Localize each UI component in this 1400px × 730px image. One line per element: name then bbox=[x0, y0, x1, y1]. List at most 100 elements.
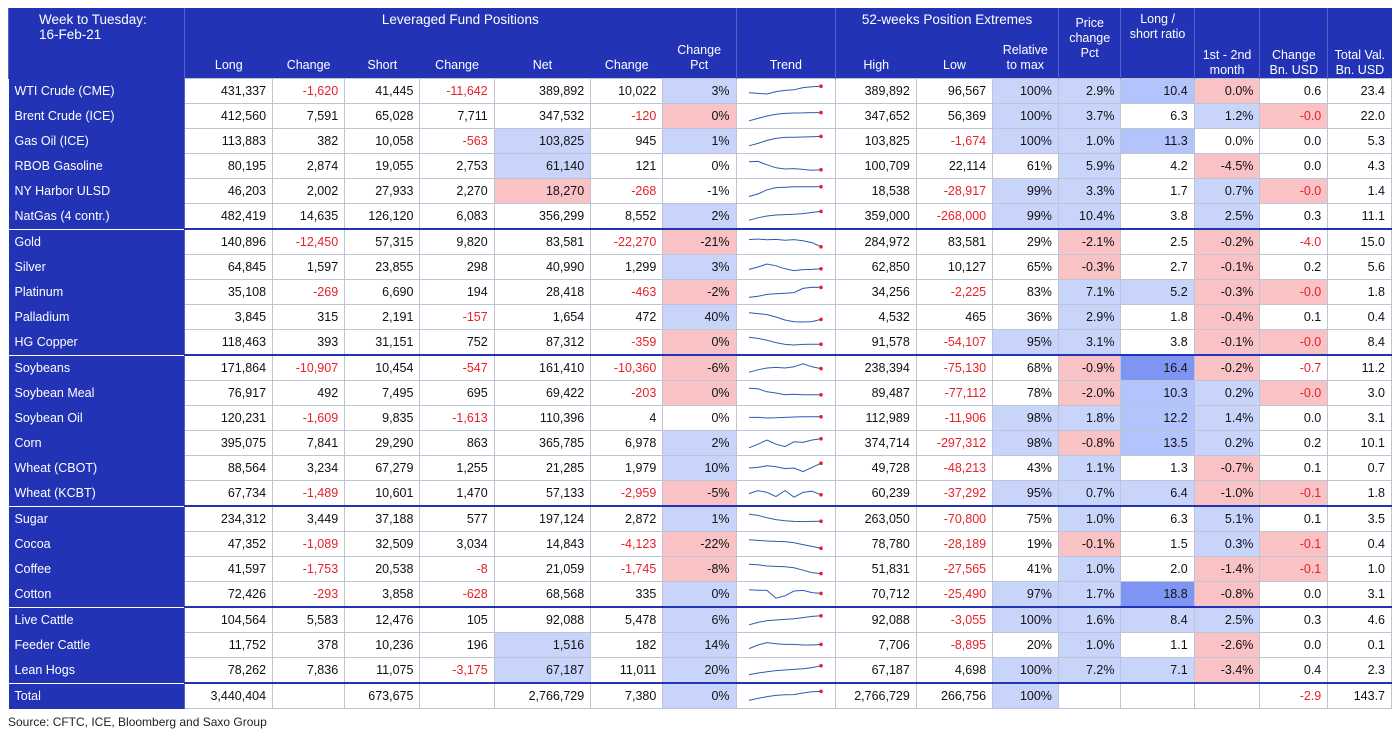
table-row: Soybean Meal 76,917 492 7,495 695 69,422 -203 0… bbox=[8, 380, 1392, 406]
total-value-cell: 1.8 bbox=[1327, 279, 1392, 305]
long-cell: 72,426 bbox=[184, 581, 274, 608]
high-cell: 92,088 bbox=[835, 606, 917, 633]
long-short-ratio-cell: 6.3 bbox=[1120, 103, 1195, 129]
change-cell: 194 bbox=[419, 279, 495, 305]
table-row: HG Copper 118,463 393 31,151 752 87,312 -359 0%… bbox=[8, 329, 1392, 356]
long-short-ratio-cell: 13.5 bbox=[1120, 430, 1195, 456]
total-value-cell: 1.4 bbox=[1327, 178, 1392, 204]
table-row: Live Cattle 104,564 5,583 12,476 105 92,088 5,… bbox=[8, 606, 1392, 633]
trend-line bbox=[748, 112, 821, 122]
change-usd-cell: 0.2 bbox=[1259, 430, 1329, 456]
relative-cell: 100% bbox=[992, 128, 1059, 154]
change-pct-cell: 14% bbox=[662, 632, 737, 658]
change-header: Change bbox=[590, 38, 663, 79]
change-pct-cell: 6% bbox=[662, 606, 737, 633]
short-cell: 6,690 bbox=[344, 279, 421, 305]
long-short-ratio-cell: 3.8 bbox=[1120, 329, 1195, 356]
long-short-ratio-cell: 1.7 bbox=[1120, 178, 1195, 204]
change-cell: -157 bbox=[419, 304, 495, 330]
high-cell: 62,850 bbox=[835, 254, 917, 280]
long-cell: 120,231 bbox=[184, 405, 274, 431]
table-row: WTI Crude (CME) 431,337 -1,620 41,445 -11,64… bbox=[8, 78, 1392, 104]
trend-end-marker bbox=[819, 493, 823, 497]
long-cell: 140,896 bbox=[184, 228, 274, 255]
cot-report: Week to Tuesday: 16-Feb-21 Leveraged Fun… bbox=[7, 8, 1392, 729]
total-value-cell: 10.1 bbox=[1327, 430, 1392, 456]
low-cell: -2,225 bbox=[915, 279, 994, 305]
long-cell: 171,864 bbox=[184, 354, 274, 381]
relative-cell: 99% bbox=[992, 178, 1059, 204]
month-spread-cell: 2.5% bbox=[1193, 606, 1261, 633]
month-spread-cell bbox=[1193, 682, 1261, 709]
trend-sparkline bbox=[735, 556, 837, 582]
net-cell: 347,532 bbox=[493, 103, 592, 129]
table-row: RBOB Gasoline 80,195 2,874 19,055 2,753 61,14… bbox=[8, 153, 1392, 179]
trend-end-marker bbox=[819, 642, 823, 647]
week-header: Week to Tuesday: 16-Feb-21 bbox=[7, 8, 185, 79]
short-cell: 19,055 bbox=[344, 153, 421, 179]
change-pct-cell: 2% bbox=[662, 430, 737, 456]
total-value-cell: 3.1 bbox=[1327, 581, 1392, 608]
change-cell bbox=[419, 682, 495, 709]
price-change-cell: 0.7% bbox=[1057, 480, 1122, 507]
trend-sparkline-chart bbox=[748, 563, 823, 576]
total-value-cell: 0.1 bbox=[1327, 632, 1392, 658]
trend-sparkline bbox=[735, 455, 837, 481]
month-spread-cell: -0.2% bbox=[1193, 228, 1261, 255]
low-cell: -77,112 bbox=[915, 380, 994, 406]
trend-sparkline bbox=[735, 103, 837, 129]
low-cell: -70,800 bbox=[915, 505, 994, 532]
change-cell: -563 bbox=[419, 128, 495, 154]
relative-cell: 20% bbox=[992, 632, 1059, 658]
change-cell: -1,609 bbox=[272, 405, 346, 431]
trend-line bbox=[748, 363, 821, 373]
trend-sparkline bbox=[735, 153, 837, 179]
trend-line bbox=[748, 135, 821, 147]
change-cell: 335 bbox=[590, 581, 664, 608]
trend-sparkline-chart bbox=[748, 689, 823, 701]
long-cell: 76,917 bbox=[184, 380, 274, 406]
trend-sparkline bbox=[735, 632, 837, 658]
change-pct-cell: 1% bbox=[662, 128, 737, 154]
low-cell: -27,565 bbox=[915, 556, 994, 582]
change-cell: -1,620 bbox=[272, 78, 346, 104]
trend-sparkline bbox=[735, 354, 837, 381]
total-value-cell: 143.7 bbox=[1327, 682, 1392, 709]
change-cell: -10,360 bbox=[590, 354, 664, 381]
trend-end-marker bbox=[819, 168, 823, 172]
change-pct-cell: 3% bbox=[662, 254, 737, 280]
high-cell: 67,187 bbox=[835, 657, 917, 684]
change-cell: 9,820 bbox=[419, 228, 495, 255]
trend-sparkline-chart bbox=[748, 184, 823, 197]
low-cell: -3,055 bbox=[915, 606, 994, 633]
change-usd-cell: 0.0 bbox=[1259, 581, 1329, 608]
change-cell: 378 bbox=[272, 632, 346, 658]
change-cell: -268 bbox=[590, 178, 664, 204]
high-cell: 49,728 bbox=[835, 455, 917, 481]
short-cell: 2,191 bbox=[344, 304, 421, 330]
change-cell: 121 bbox=[590, 153, 664, 179]
high-cell: 284,972 bbox=[835, 228, 917, 255]
trend-sparkline bbox=[735, 606, 837, 633]
change-usd-cell: 0.6 bbox=[1259, 78, 1329, 104]
change-bn-usd-header: Change Bn. USD bbox=[1259, 8, 1328, 79]
total-value-cell: 2.3 bbox=[1327, 657, 1392, 684]
long-cell: 234,312 bbox=[184, 505, 274, 532]
net-cell: 21,059 bbox=[493, 556, 592, 582]
change-cell: -12,450 bbox=[272, 228, 346, 255]
long-short-ratio-cell: 3.8 bbox=[1120, 203, 1195, 230]
short-cell: 3,858 bbox=[344, 581, 421, 608]
long-cell: 11,752 bbox=[184, 632, 274, 658]
low-cell: -11,906 bbox=[915, 405, 994, 431]
change-usd-cell: 0.0 bbox=[1259, 153, 1329, 179]
trend-end-marker bbox=[819, 317, 823, 322]
short-cell: 23,855 bbox=[344, 254, 421, 280]
change-cell: 1,255 bbox=[419, 455, 495, 481]
long-short-ratio-cell: 11.3 bbox=[1120, 128, 1195, 154]
trend-end-marker bbox=[819, 209, 823, 214]
change-pct-cell: -1% bbox=[662, 178, 737, 204]
low-cell: -8,895 bbox=[915, 632, 994, 658]
trend-sparkline-chart bbox=[748, 415, 823, 419]
change-cell: 4 bbox=[590, 405, 664, 431]
relative-cell: 100% bbox=[992, 657, 1059, 684]
